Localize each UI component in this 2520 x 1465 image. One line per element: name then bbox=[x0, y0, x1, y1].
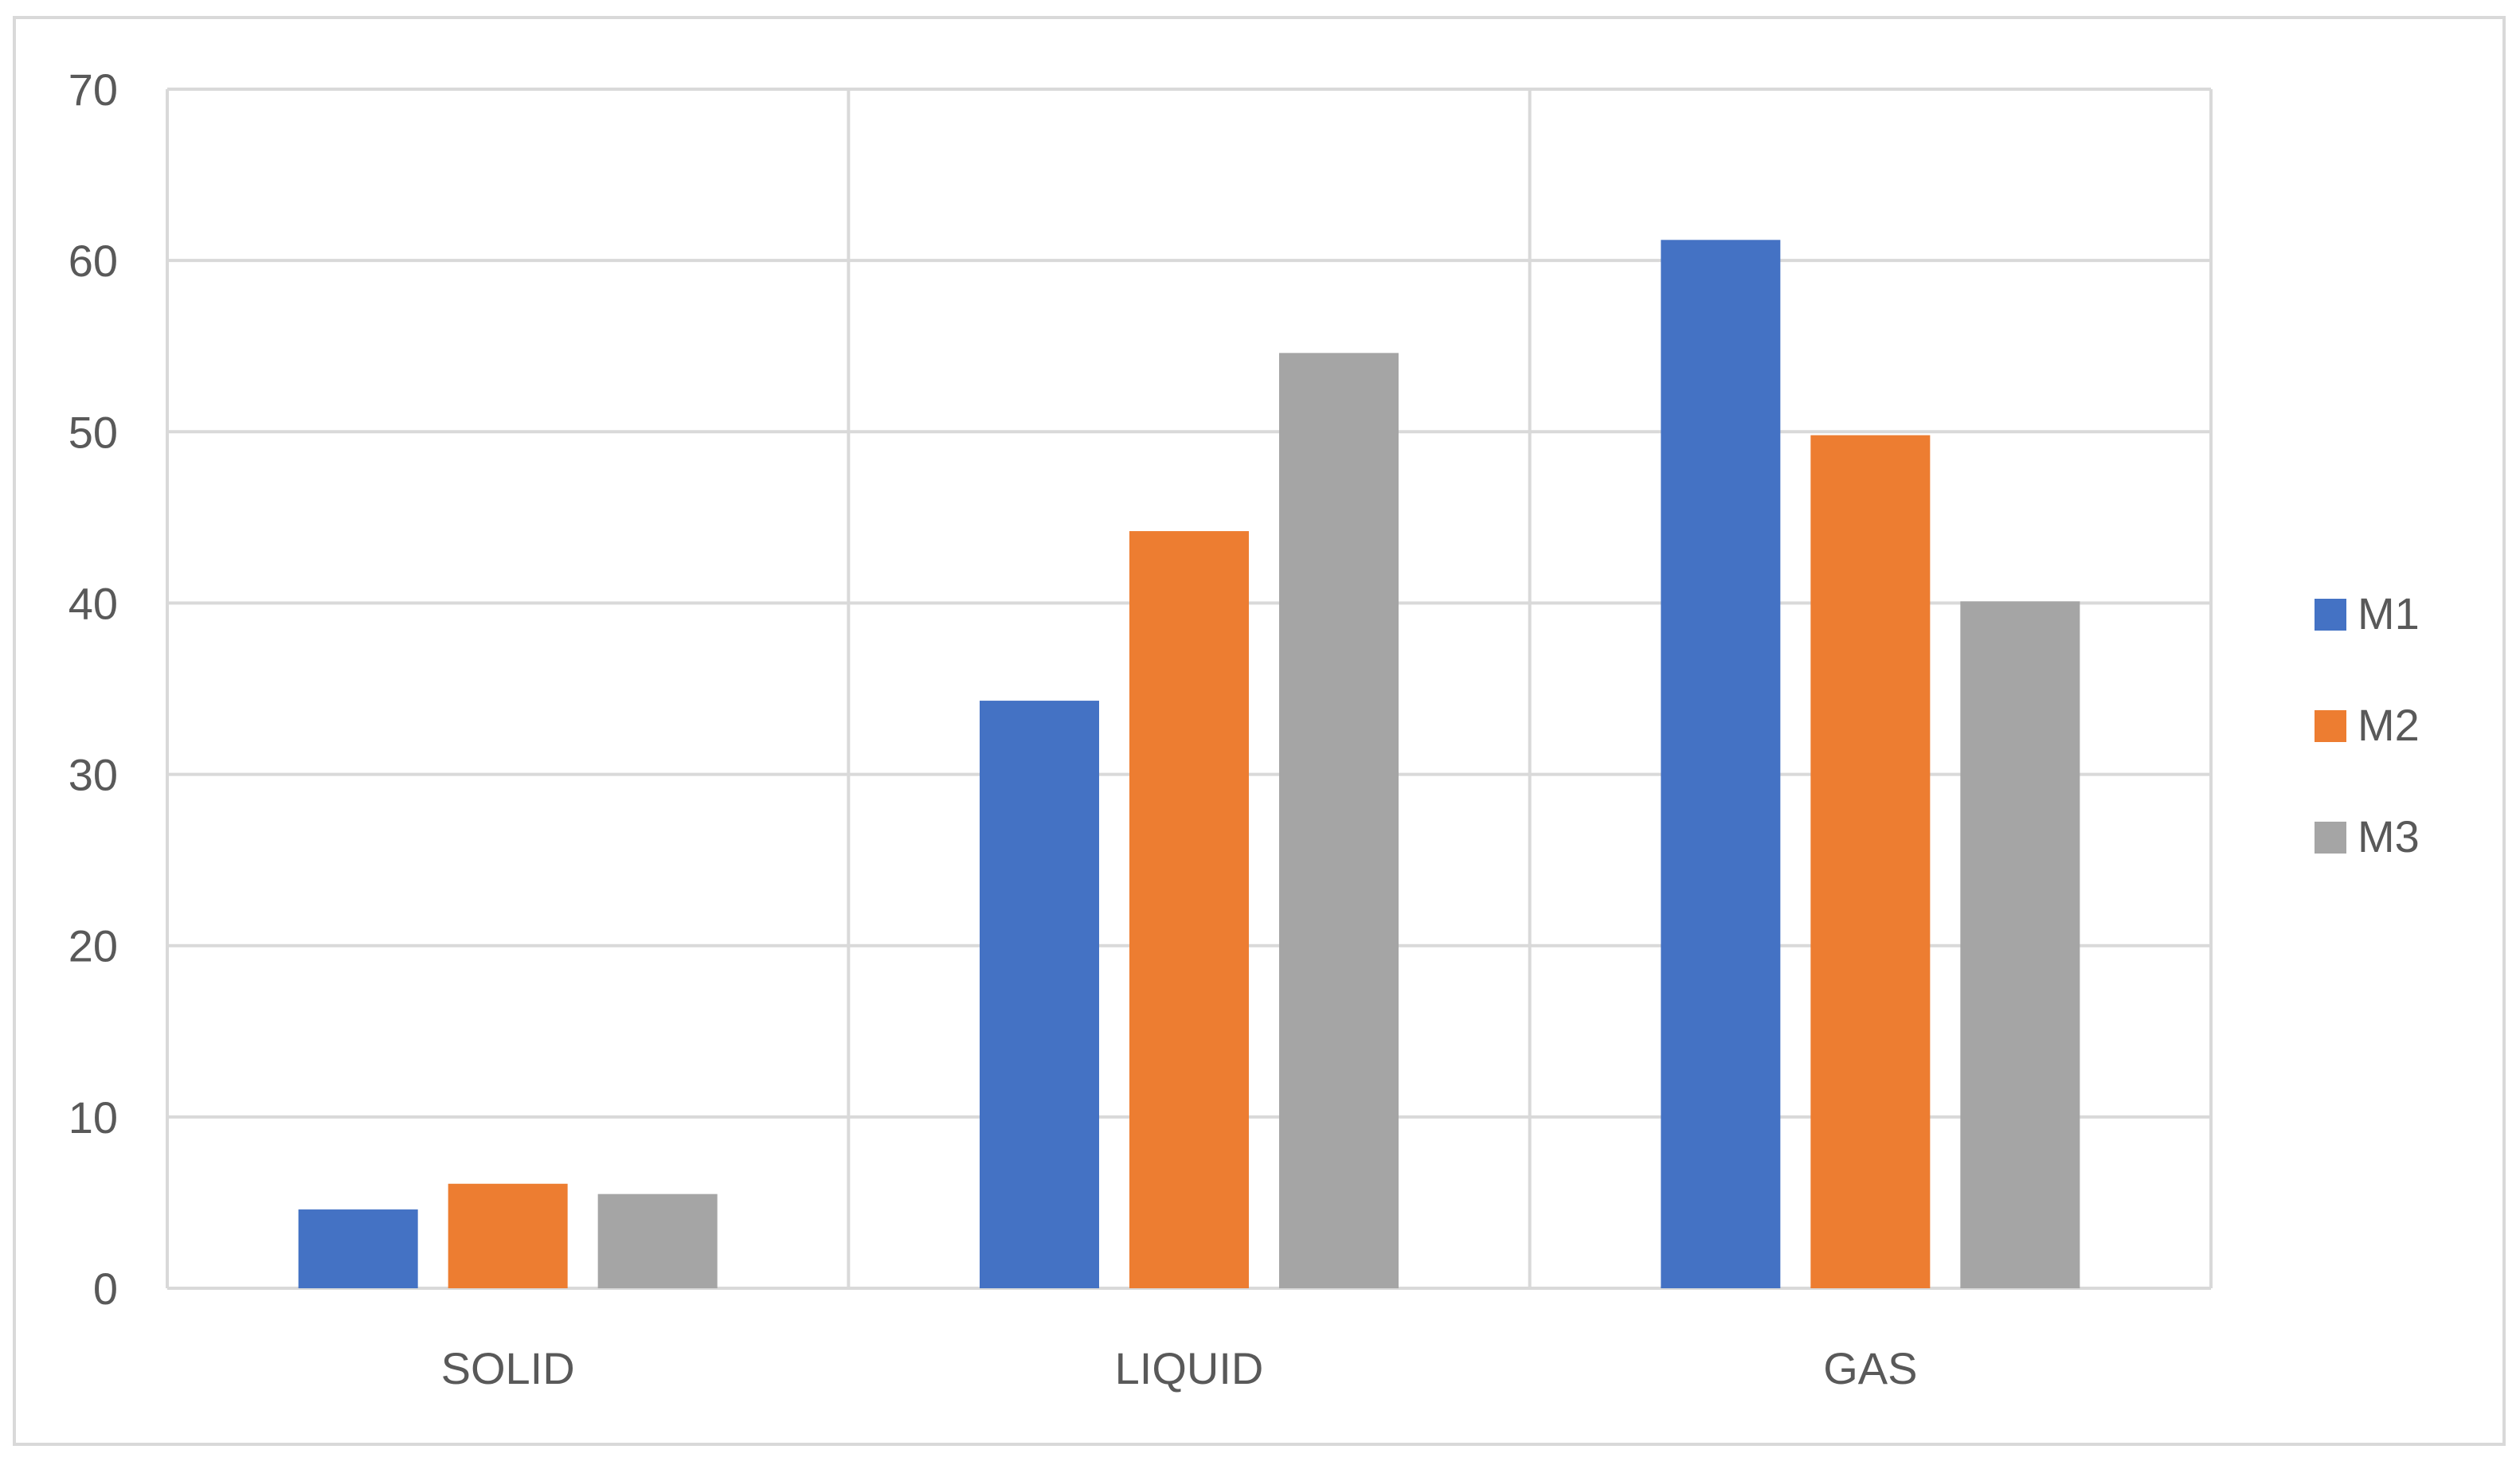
bar-m1-liquid bbox=[980, 701, 1099, 1288]
bar-m1-gas bbox=[1661, 240, 1781, 1289]
legend-swatch-m3 bbox=[2315, 822, 2346, 854]
x-tick-label: SOLID bbox=[441, 1343, 575, 1393]
bar-m3-solid bbox=[597, 1193, 718, 1288]
legend-swatch-m1 bbox=[2315, 599, 2346, 631]
y-tick-label: 50 bbox=[68, 407, 118, 457]
bar-m2-solid bbox=[448, 1183, 568, 1288]
legend-label-m2: M2 bbox=[2358, 700, 2420, 750]
y-tick-label: 30 bbox=[68, 750, 118, 800]
legend-label-m3: M3 bbox=[2358, 811, 2420, 861]
bars bbox=[298, 240, 2080, 1289]
legend-label-m1: M1 bbox=[2358, 588, 2420, 639]
x-axis: SOLID LIQUID GAS bbox=[441, 1343, 1918, 1393]
y-tick-label: 0 bbox=[93, 1264, 118, 1314]
bar-m3-gas bbox=[1960, 601, 2080, 1288]
y-tick-label: 20 bbox=[68, 921, 118, 971]
bar-m2-gas bbox=[1810, 435, 1931, 1288]
y-tick-label: 40 bbox=[68, 578, 118, 628]
bar-m1-solid bbox=[298, 1209, 418, 1288]
bar-m2-liquid bbox=[1129, 531, 1249, 1288]
x-tick-label: GAS bbox=[1823, 1343, 1917, 1393]
chart-area bbox=[13, 16, 2506, 1446]
y-tick-label: 10 bbox=[68, 1092, 118, 1143]
legend-swatch-m2 bbox=[2315, 710, 2346, 742]
x-tick-label: LIQUID bbox=[1115, 1343, 1264, 1393]
legend: M1 M2 M3 bbox=[2315, 588, 2420, 861]
bar-m3-liquid bbox=[1279, 353, 1399, 1288]
y-tick-label: 60 bbox=[68, 236, 118, 286]
y-axis: 0 10 20 30 40 50 60 70 bbox=[68, 64, 118, 1314]
y-tick-label: 70 bbox=[68, 64, 118, 115]
